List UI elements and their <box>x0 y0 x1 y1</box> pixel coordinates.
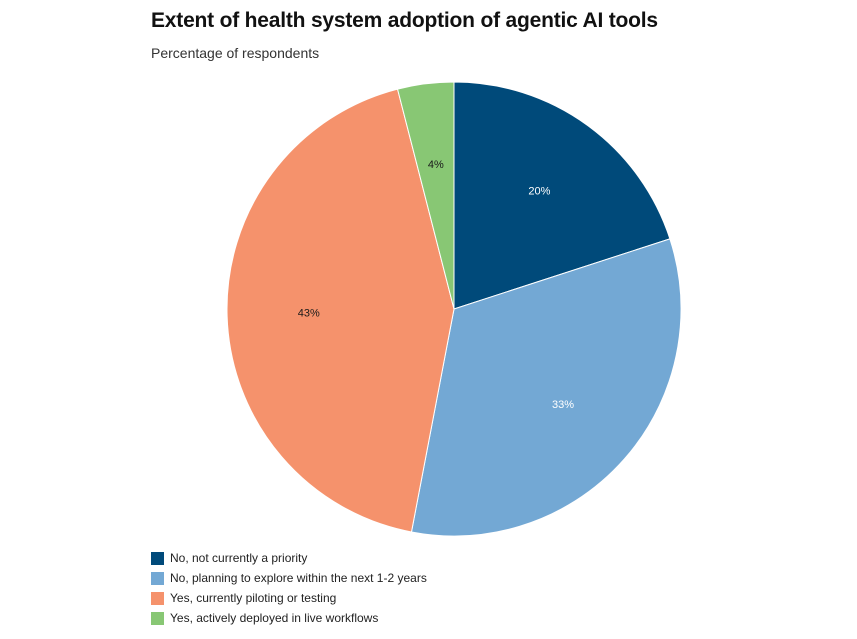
chart-title: Extent of health system adoption of agen… <box>151 9 658 32</box>
slice-planning <box>410 238 682 537</box>
legend-label: No, not currently a priority <box>170 551 308 565</box>
legend-swatch <box>151 571 164 585</box>
legend: No, not currently a priority No, plannin… <box>151 548 427 628</box>
slice-label: 43% <box>298 307 320 319</box>
legend-item: No, not currently a priority <box>151 548 427 568</box>
legend-item: Yes, actively deployed in live workflows <box>151 608 427 628</box>
slice-label: 33% <box>552 399 574 411</box>
legend-swatch <box>151 591 164 605</box>
legend-item: Yes, currently piloting or testing <box>151 588 427 608</box>
slice-label: 4% <box>428 159 444 171</box>
legend-swatch <box>151 551 164 565</box>
slice-deployed <box>396 81 455 310</box>
legend-item: No, planning to explore within the next … <box>151 568 427 588</box>
slice-not-priority <box>453 81 671 310</box>
legend-label: Yes, actively deployed in live workflows <box>170 611 379 625</box>
slice-label: 20% <box>528 185 550 197</box>
slice-piloting <box>226 88 455 533</box>
legend-label: No, planning to explore within the next … <box>170 571 427 585</box>
chart-subtitle: Percentage of respondents <box>151 45 320 61</box>
legend-label: Yes, currently piloting or testing <box>170 591 337 605</box>
legend-swatch <box>151 611 164 625</box>
